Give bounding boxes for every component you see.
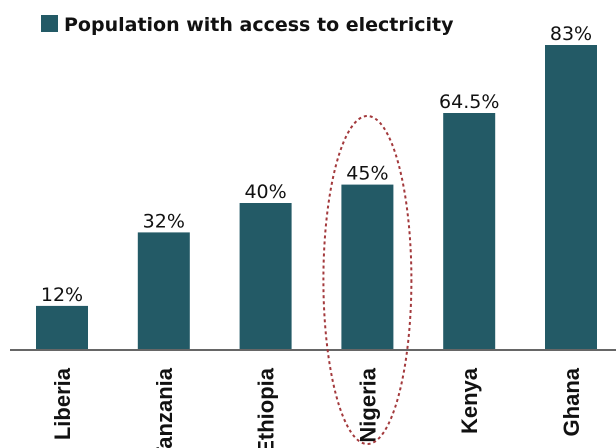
value-label-nigeria: 45% <box>346 163 388 185</box>
category-label-ethiopia: Ethiopia <box>254 367 279 448</box>
highlight-ellipse <box>322 115 413 445</box>
bar-kenya <box>443 113 496 350</box>
bar-tanzania <box>137 232 190 350</box>
value-label-tanzania: 32% <box>143 210 185 232</box>
value-label-ethiopia: 40% <box>244 181 286 203</box>
category-labels-group: Liberia Tanzania Ethiopia Nigeria Kenya Ghana <box>50 367 584 448</box>
category-label-kenya: Kenya <box>457 367 482 434</box>
category-label-tanzania: Tanzania <box>152 367 177 448</box>
category-label-nigeria: Nigeria <box>355 367 380 442</box>
value-labels-group: 12% 32% 40% 45% 64.5% 83% <box>41 23 592 306</box>
value-label-ghana: 83% <box>550 23 592 45</box>
category-label-ghana: Ghana <box>559 367 584 436</box>
value-label-liberia: 12% <box>41 284 83 306</box>
value-label-kenya: 64.5% <box>439 91 499 113</box>
bar-ethiopia <box>239 203 292 350</box>
bar-liberia <box>36 305 88 350</box>
legend-swatch <box>41 15 58 32</box>
bars-group <box>36 45 597 350</box>
legend: Population with access to electricity <box>41 14 454 36</box>
legend-label: Population with access to electricity <box>64 14 454 36</box>
bar-nigeria <box>341 184 394 350</box>
bar-ghana <box>545 45 597 350</box>
category-label-liberia: Liberia <box>50 367 75 440</box>
